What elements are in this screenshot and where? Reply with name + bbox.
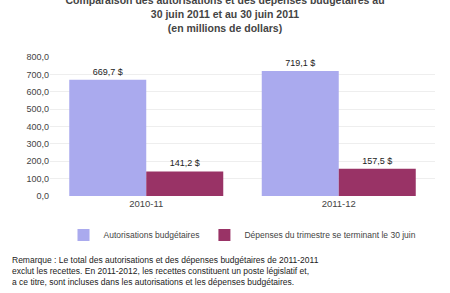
svg-text:600,0: 600,0: [26, 87, 49, 97]
svg-text:Dépenses du trimestre se termi: Dépenses du trimestre se terminant le 30…: [244, 230, 415, 240]
svg-text:Remarque : Le total des autori: Remarque : Le total des autorisations et…: [12, 255, 319, 287]
svg-text:2010-11: 2010-11: [129, 198, 163, 209]
svg-text:2011-12: 2011-12: [322, 198, 356, 209]
svg-text:500,0: 500,0: [26, 104, 49, 114]
svg-text:800,0: 800,0: [26, 52, 49, 62]
svg-text:141,2 $: 141,2 $: [170, 158, 200, 168]
svg-text:0,0: 0,0: [36, 191, 49, 201]
svg-text:700,0: 700,0: [26, 70, 49, 80]
svg-text:200,0: 200,0: [26, 156, 49, 166]
svg-text:400,0: 400,0: [26, 122, 49, 132]
svg-text:719,1 $: 719,1 $: [285, 58, 315, 68]
svg-text:669,7 $: 669,7 $: [93, 67, 123, 77]
svg-text:157,5 $: 157,5 $: [362, 156, 392, 166]
svg-text:Autorisations budgétaires: Autorisations budgétaires: [104, 230, 200, 240]
svg-text:100,0: 100,0: [26, 174, 49, 184]
svg-text:Comparaison des autorisations: Comparaison des autorisations et des dép…: [65, 0, 384, 34]
svg-text:300,0: 300,0: [26, 139, 49, 149]
